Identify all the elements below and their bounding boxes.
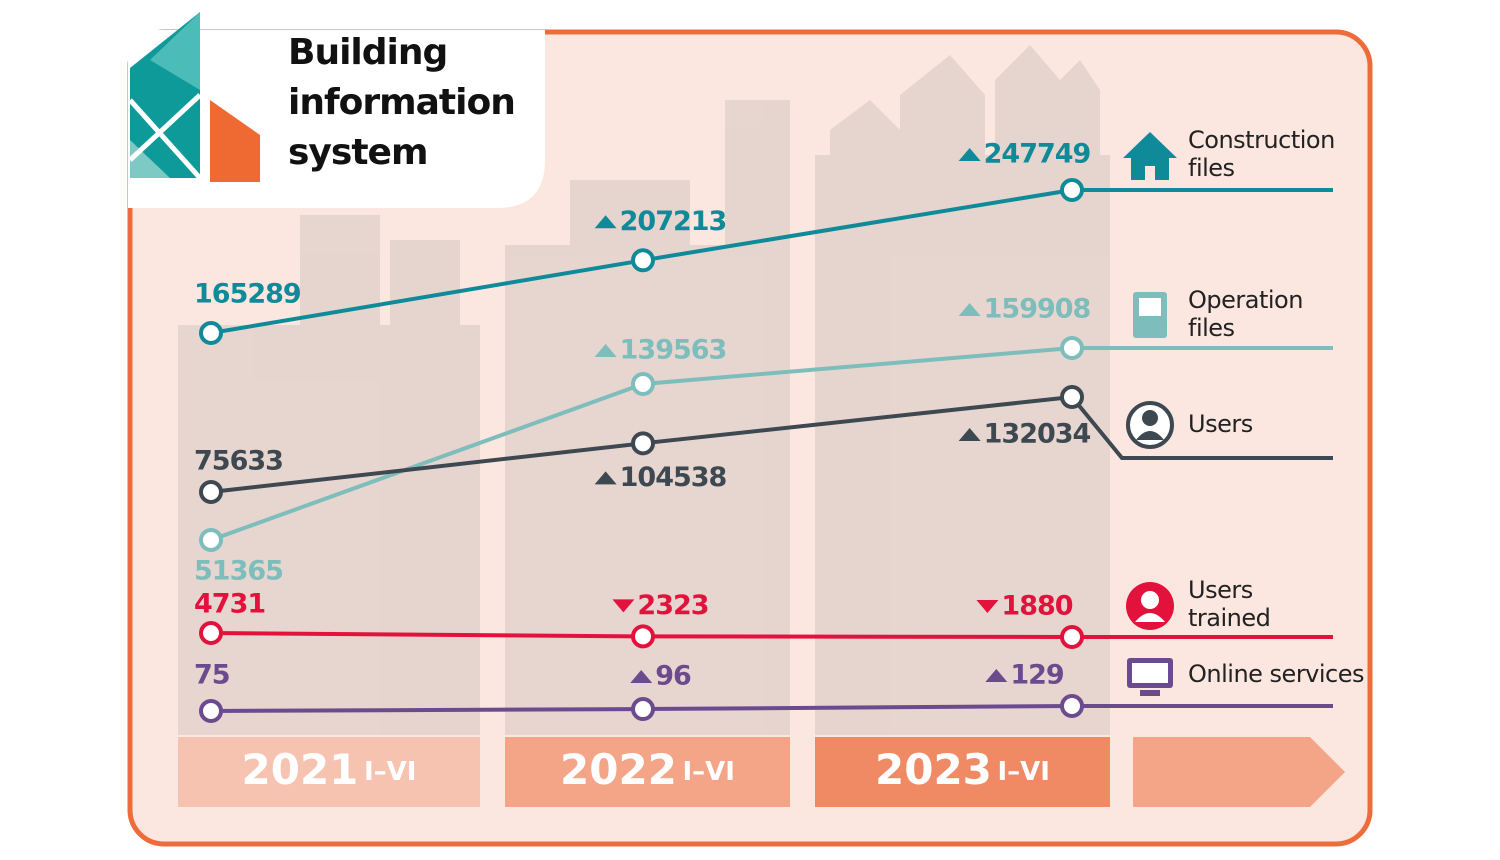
point <box>631 624 655 649</box>
arrow-up <box>630 670 653 684</box>
point <box>1060 625 1084 649</box>
arrow-up <box>958 148 981 161</box>
point <box>199 528 223 552</box>
point <box>631 431 655 456</box>
point <box>199 480 223 504</box>
value-label: 2323 <box>637 590 708 621</box>
period: I–VI <box>998 757 1050 787</box>
point <box>199 321 223 345</box>
value-label: 247749 <box>984 139 1091 170</box>
arrow-up <box>594 471 617 485</box>
legend-label: Construction files <box>1188 126 1335 182</box>
legend-label: Users trained <box>1188 576 1271 632</box>
value-label: 51365 <box>194 556 283 587</box>
line-tail <box>1070 395 1333 460</box>
value-label: 207213 <box>620 206 727 237</box>
arrow-down <box>612 599 635 613</box>
point <box>1060 178 1084 202</box>
value-label: 75633 <box>194 446 283 477</box>
value-label: 159908 <box>984 294 1091 325</box>
value-label: 75 <box>194 660 230 691</box>
year: 2022 <box>560 745 677 794</box>
point <box>631 248 655 273</box>
period: I–VI <box>683 757 735 787</box>
year-label: 2021 I–VI <box>242 745 417 794</box>
arrow-up <box>958 428 981 441</box>
arrow-up <box>985 669 1008 682</box>
year-band <box>815 737 1110 807</box>
legend-label: Users <box>1188 410 1253 438</box>
period: I–VI <box>364 757 416 787</box>
year-label: 2022 I–VI <box>560 745 735 794</box>
value-label: 104538 <box>620 462 727 493</box>
arrow-up <box>594 215 617 229</box>
logo <box>128 12 260 182</box>
year-band <box>505 737 790 807</box>
value-label: 165289 <box>194 279 301 310</box>
arrow-down <box>976 600 999 613</box>
point <box>199 699 223 723</box>
year: 2023 <box>875 745 992 794</box>
year-band <box>178 737 480 807</box>
value-label: 96 <box>655 661 691 692</box>
legend-label: Operation files <box>1188 286 1303 342</box>
value-label: 139563 <box>620 334 727 365</box>
value-label: 129 <box>1010 660 1064 691</box>
point <box>631 697 655 722</box>
arrow-up <box>958 303 981 316</box>
point <box>1060 694 1084 718</box>
year-label: 2023 I–VI <box>875 745 1050 794</box>
legend-label: Online services <box>1188 660 1365 688</box>
arrow-up <box>594 343 617 357</box>
value-label: 4731 <box>194 589 265 620</box>
year: 2021 <box>242 745 359 794</box>
value-label: 1880 <box>1001 591 1072 622</box>
icons <box>1123 132 1177 696</box>
value-label: 132034 <box>984 419 1091 450</box>
point <box>1060 385 1084 409</box>
point <box>1060 336 1084 360</box>
point <box>631 371 655 396</box>
point <box>199 621 223 645</box>
year-arrow <box>1133 737 1345 807</box>
title: Building information system <box>288 32 516 173</box>
